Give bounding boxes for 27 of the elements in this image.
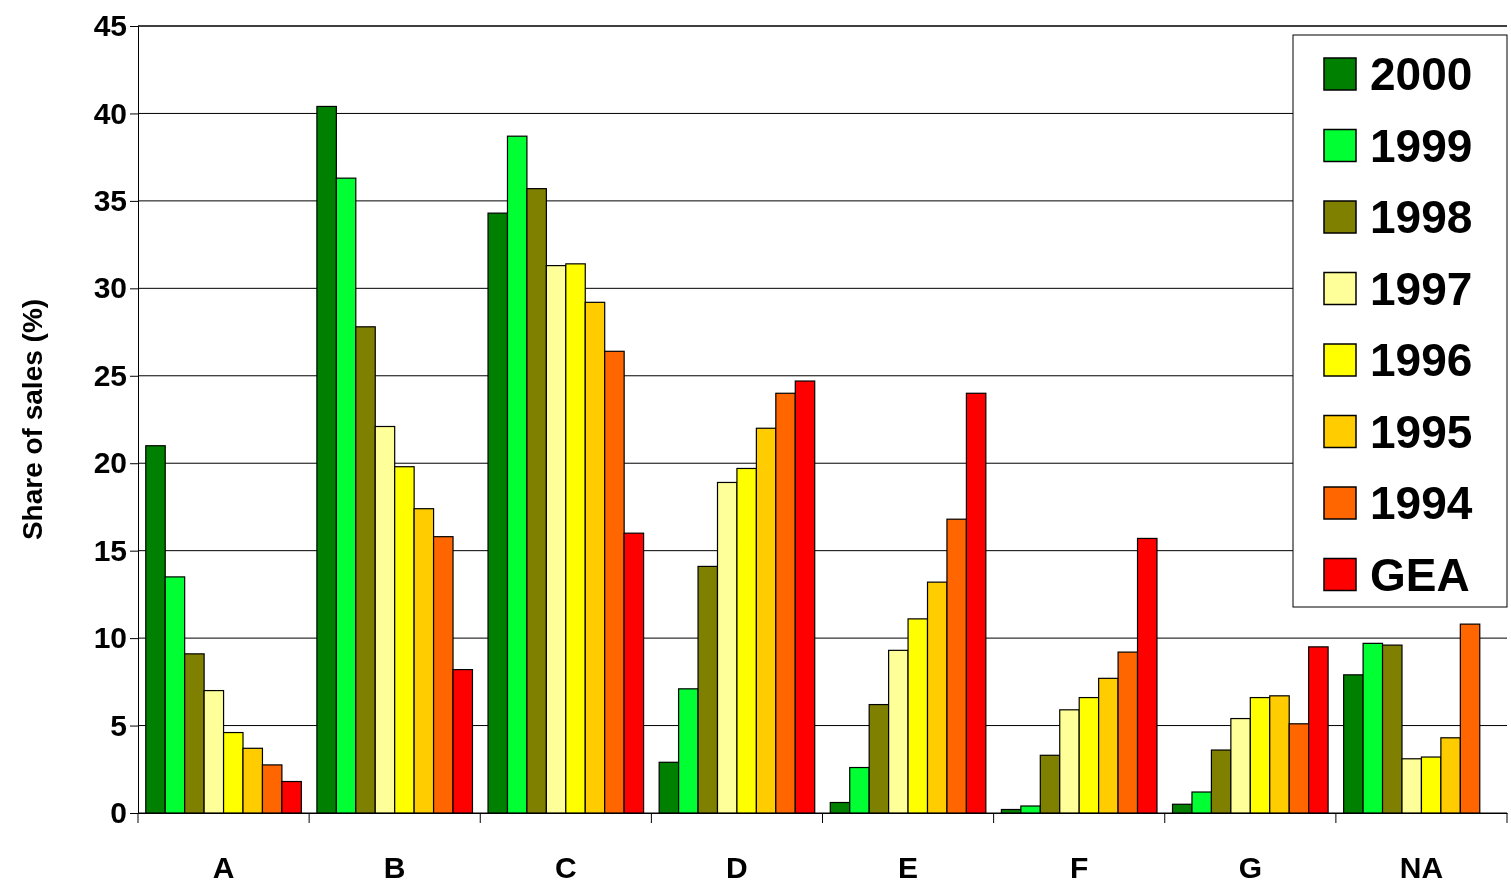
y-tick-label: 15 (93, 533, 127, 567)
legend-label: 1995 (1370, 405, 1473, 458)
y-tick-label: 40 (93, 96, 127, 130)
legend-label: 1996 (1370, 334, 1473, 386)
y-tick-label: 0 (110, 796, 127, 830)
x-tick-label: A (212, 851, 235, 885)
legend-label: 2000 (1370, 48, 1473, 100)
y-tick-label: 35 (93, 183, 127, 217)
x-tick-label: B (383, 851, 406, 885)
y-tick-label: 5 (110, 708, 127, 742)
y-axis-title: Share of sales (%) (17, 298, 48, 541)
x-tick-label: C (554, 851, 577, 885)
y-tick-label: 30 (93, 271, 127, 305)
x-tick-label: E (898, 851, 919, 885)
y-tick-label: 25 (93, 358, 127, 392)
y-tick-label: 45 (93, 9, 127, 43)
legend-label: 1999 (1370, 119, 1473, 172)
x-tick-label: G (1238, 851, 1262, 885)
legend-label: 1994 (1370, 477, 1473, 529)
legend-label: GEA (1370, 548, 1470, 601)
x-tick-label: F (1070, 851, 1089, 885)
y-tick-label: 10 (93, 621, 127, 655)
legend-label: 1998 (1370, 191, 1473, 243)
x-tick-label: NA (1399, 851, 1444, 885)
x-tick-label: D (726, 851, 748, 885)
y-tick-label: 20 (93, 446, 127, 480)
legend-label: 1997 (1370, 262, 1473, 315)
